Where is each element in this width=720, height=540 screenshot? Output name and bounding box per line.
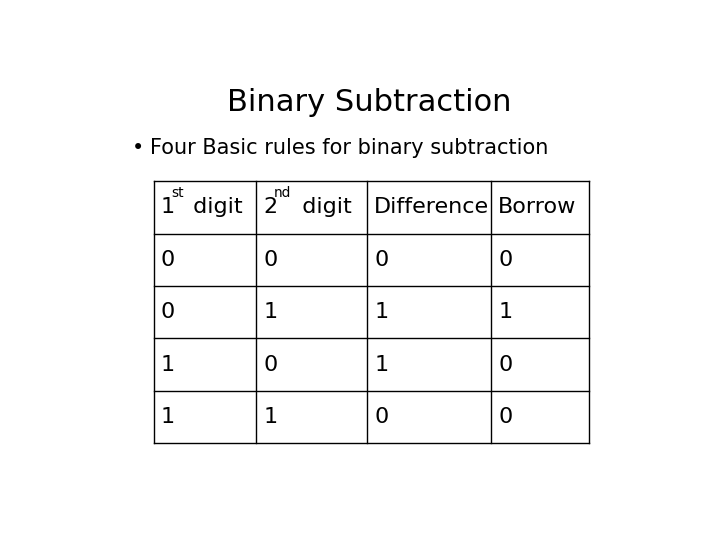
- Text: 0: 0: [161, 302, 175, 322]
- Text: •: •: [132, 138, 144, 158]
- Text: 1: 1: [498, 302, 513, 322]
- Text: 0: 0: [498, 250, 513, 270]
- Text: 0: 0: [498, 355, 513, 375]
- Text: digit: digit: [186, 198, 243, 218]
- Text: 0: 0: [498, 407, 513, 427]
- Text: 2: 2: [263, 198, 277, 218]
- Text: 0: 0: [374, 407, 388, 427]
- Text: Binary Subtraction: Binary Subtraction: [227, 87, 511, 117]
- Text: Four Basic rules for binary subtraction: Four Basic rules for binary subtraction: [150, 138, 549, 158]
- Text: digit: digit: [288, 198, 352, 218]
- Text: st: st: [171, 186, 184, 200]
- Text: 1: 1: [263, 302, 277, 322]
- Text: nd: nd: [274, 186, 291, 200]
- Text: Difference: Difference: [374, 198, 490, 218]
- Text: 0: 0: [263, 250, 277, 270]
- Text: 1: 1: [374, 302, 388, 322]
- Text: 1: 1: [161, 198, 175, 218]
- Text: 0: 0: [263, 355, 277, 375]
- Text: 1: 1: [374, 355, 388, 375]
- Text: 1: 1: [161, 407, 175, 427]
- Text: 1: 1: [263, 407, 277, 427]
- Text: 0: 0: [161, 250, 175, 270]
- Text: 1: 1: [161, 355, 175, 375]
- Text: 0: 0: [374, 250, 388, 270]
- Text: Borrow: Borrow: [498, 198, 577, 218]
